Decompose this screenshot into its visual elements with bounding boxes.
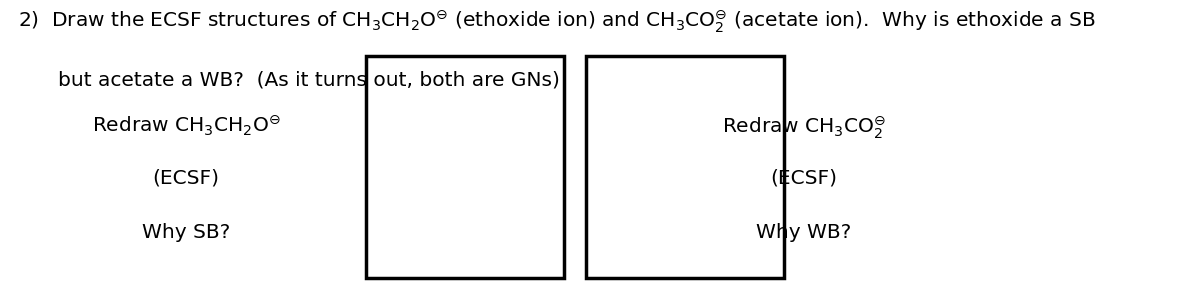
Text: but acetate a WB?  (As it turns out, both are GNs): but acetate a WB? (As it turns out, both… — [58, 70, 559, 89]
FancyBboxPatch shape — [586, 56, 784, 278]
Text: Why SB?: Why SB? — [142, 223, 230, 242]
Text: (ECSF): (ECSF) — [770, 168, 838, 188]
Text: Redraw CH$_3$CH$_2$O$^{\ominus}$: Redraw CH$_3$CH$_2$O$^{\ominus}$ — [91, 114, 281, 138]
Text: Why WB?: Why WB? — [756, 223, 852, 242]
Text: 2)  Draw the ECSF structures of CH$_3$CH$_2$O$^{\ominus}$ (ethoxide ion) and CH$: 2) Draw the ECSF structures of CH$_3$CH$… — [18, 9, 1096, 35]
Text: (ECSF): (ECSF) — [152, 168, 220, 188]
FancyBboxPatch shape — [366, 56, 564, 278]
Text: Redraw CH$_3$CO$_2^{\ominus}$: Redraw CH$_3$CO$_2^{\ominus}$ — [722, 114, 886, 141]
